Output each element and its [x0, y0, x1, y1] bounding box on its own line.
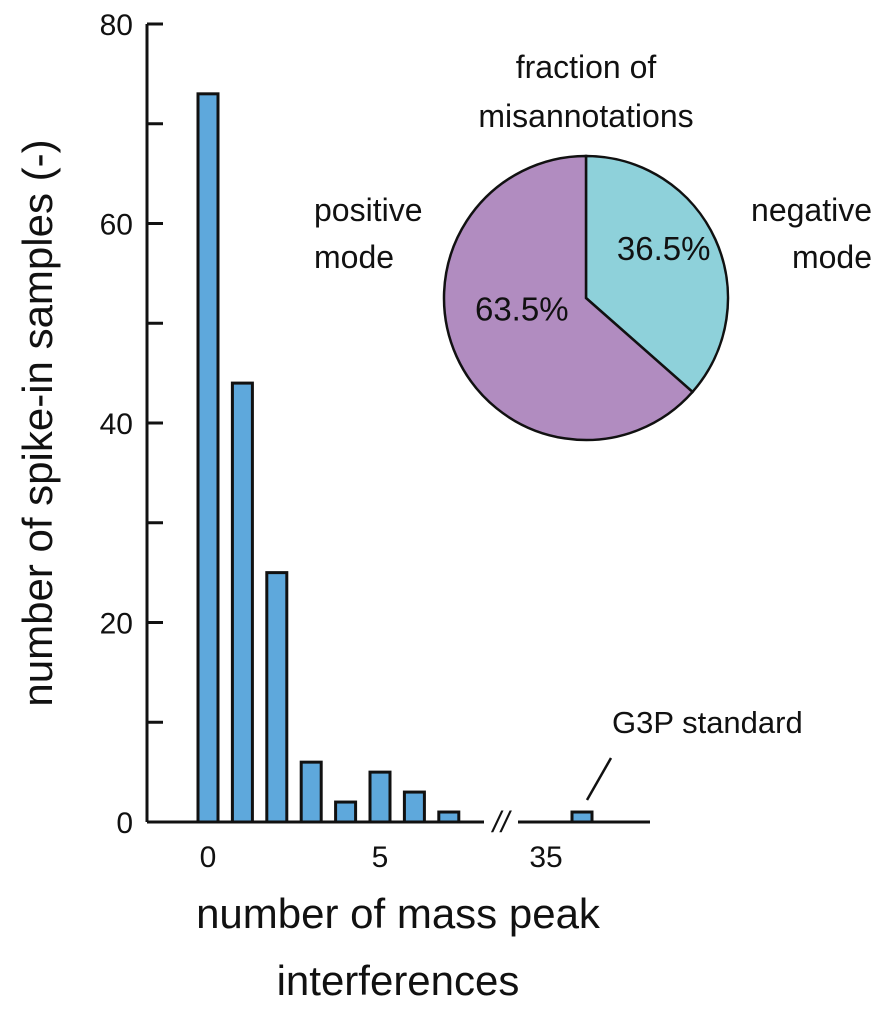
pie-chart: fraction of misannotations negative mode p… [314, 49, 872, 442]
bar [265, 571, 289, 824]
pie-label-positive-mode: positive mode [314, 192, 423, 275]
axis-break-mark: // [491, 806, 512, 839]
x-tick-label: 35 [529, 841, 562, 874]
y-axis-ticks: 0 20 40 60 80 [100, 9, 163, 840]
pie-slices [442, 154, 730, 442]
y-axis-title: number of spike-in samples (-) [14, 139, 61, 706]
x-axis-ticks: 0 5 35 [200, 841, 563, 874]
bar [334, 800, 358, 824]
bar [402, 790, 426, 824]
pie-slice [584, 154, 730, 394]
pie-label-negative-mode: negative mode [751, 192, 872, 275]
bar [299, 760, 323, 824]
y-tick-label: 60 [100, 209, 133, 242]
y-tick-label: 0 [116, 807, 133, 840]
annotation-leader-line [585, 757, 613, 801]
pie-value-positive-mode: 63.5% [475, 290, 569, 327]
bars [196, 92, 594, 824]
x-tick-label: 0 [200, 841, 217, 874]
bar [368, 770, 392, 824]
y-tick-label: 80 [100, 9, 133, 42]
pie-slice [442, 154, 695, 442]
x-axis-title: number of mass peak interferences [196, 890, 601, 1004]
bar-chart: 0 20 40 60 80 // 0 5 35 number of spike-in sam… [14, 9, 803, 1004]
pie-title: fraction of misannotations [478, 49, 693, 134]
pie-value-negative-mode: 36.5% [617, 230, 711, 267]
annotation-g3p-standard: G3P standard [612, 705, 803, 740]
y-tick-label: 40 [100, 408, 133, 441]
y-tick-label: 20 [100, 608, 133, 641]
bar [230, 381, 254, 824]
bar [196, 92, 220, 824]
x-tick-label: 5 [372, 841, 389, 874]
